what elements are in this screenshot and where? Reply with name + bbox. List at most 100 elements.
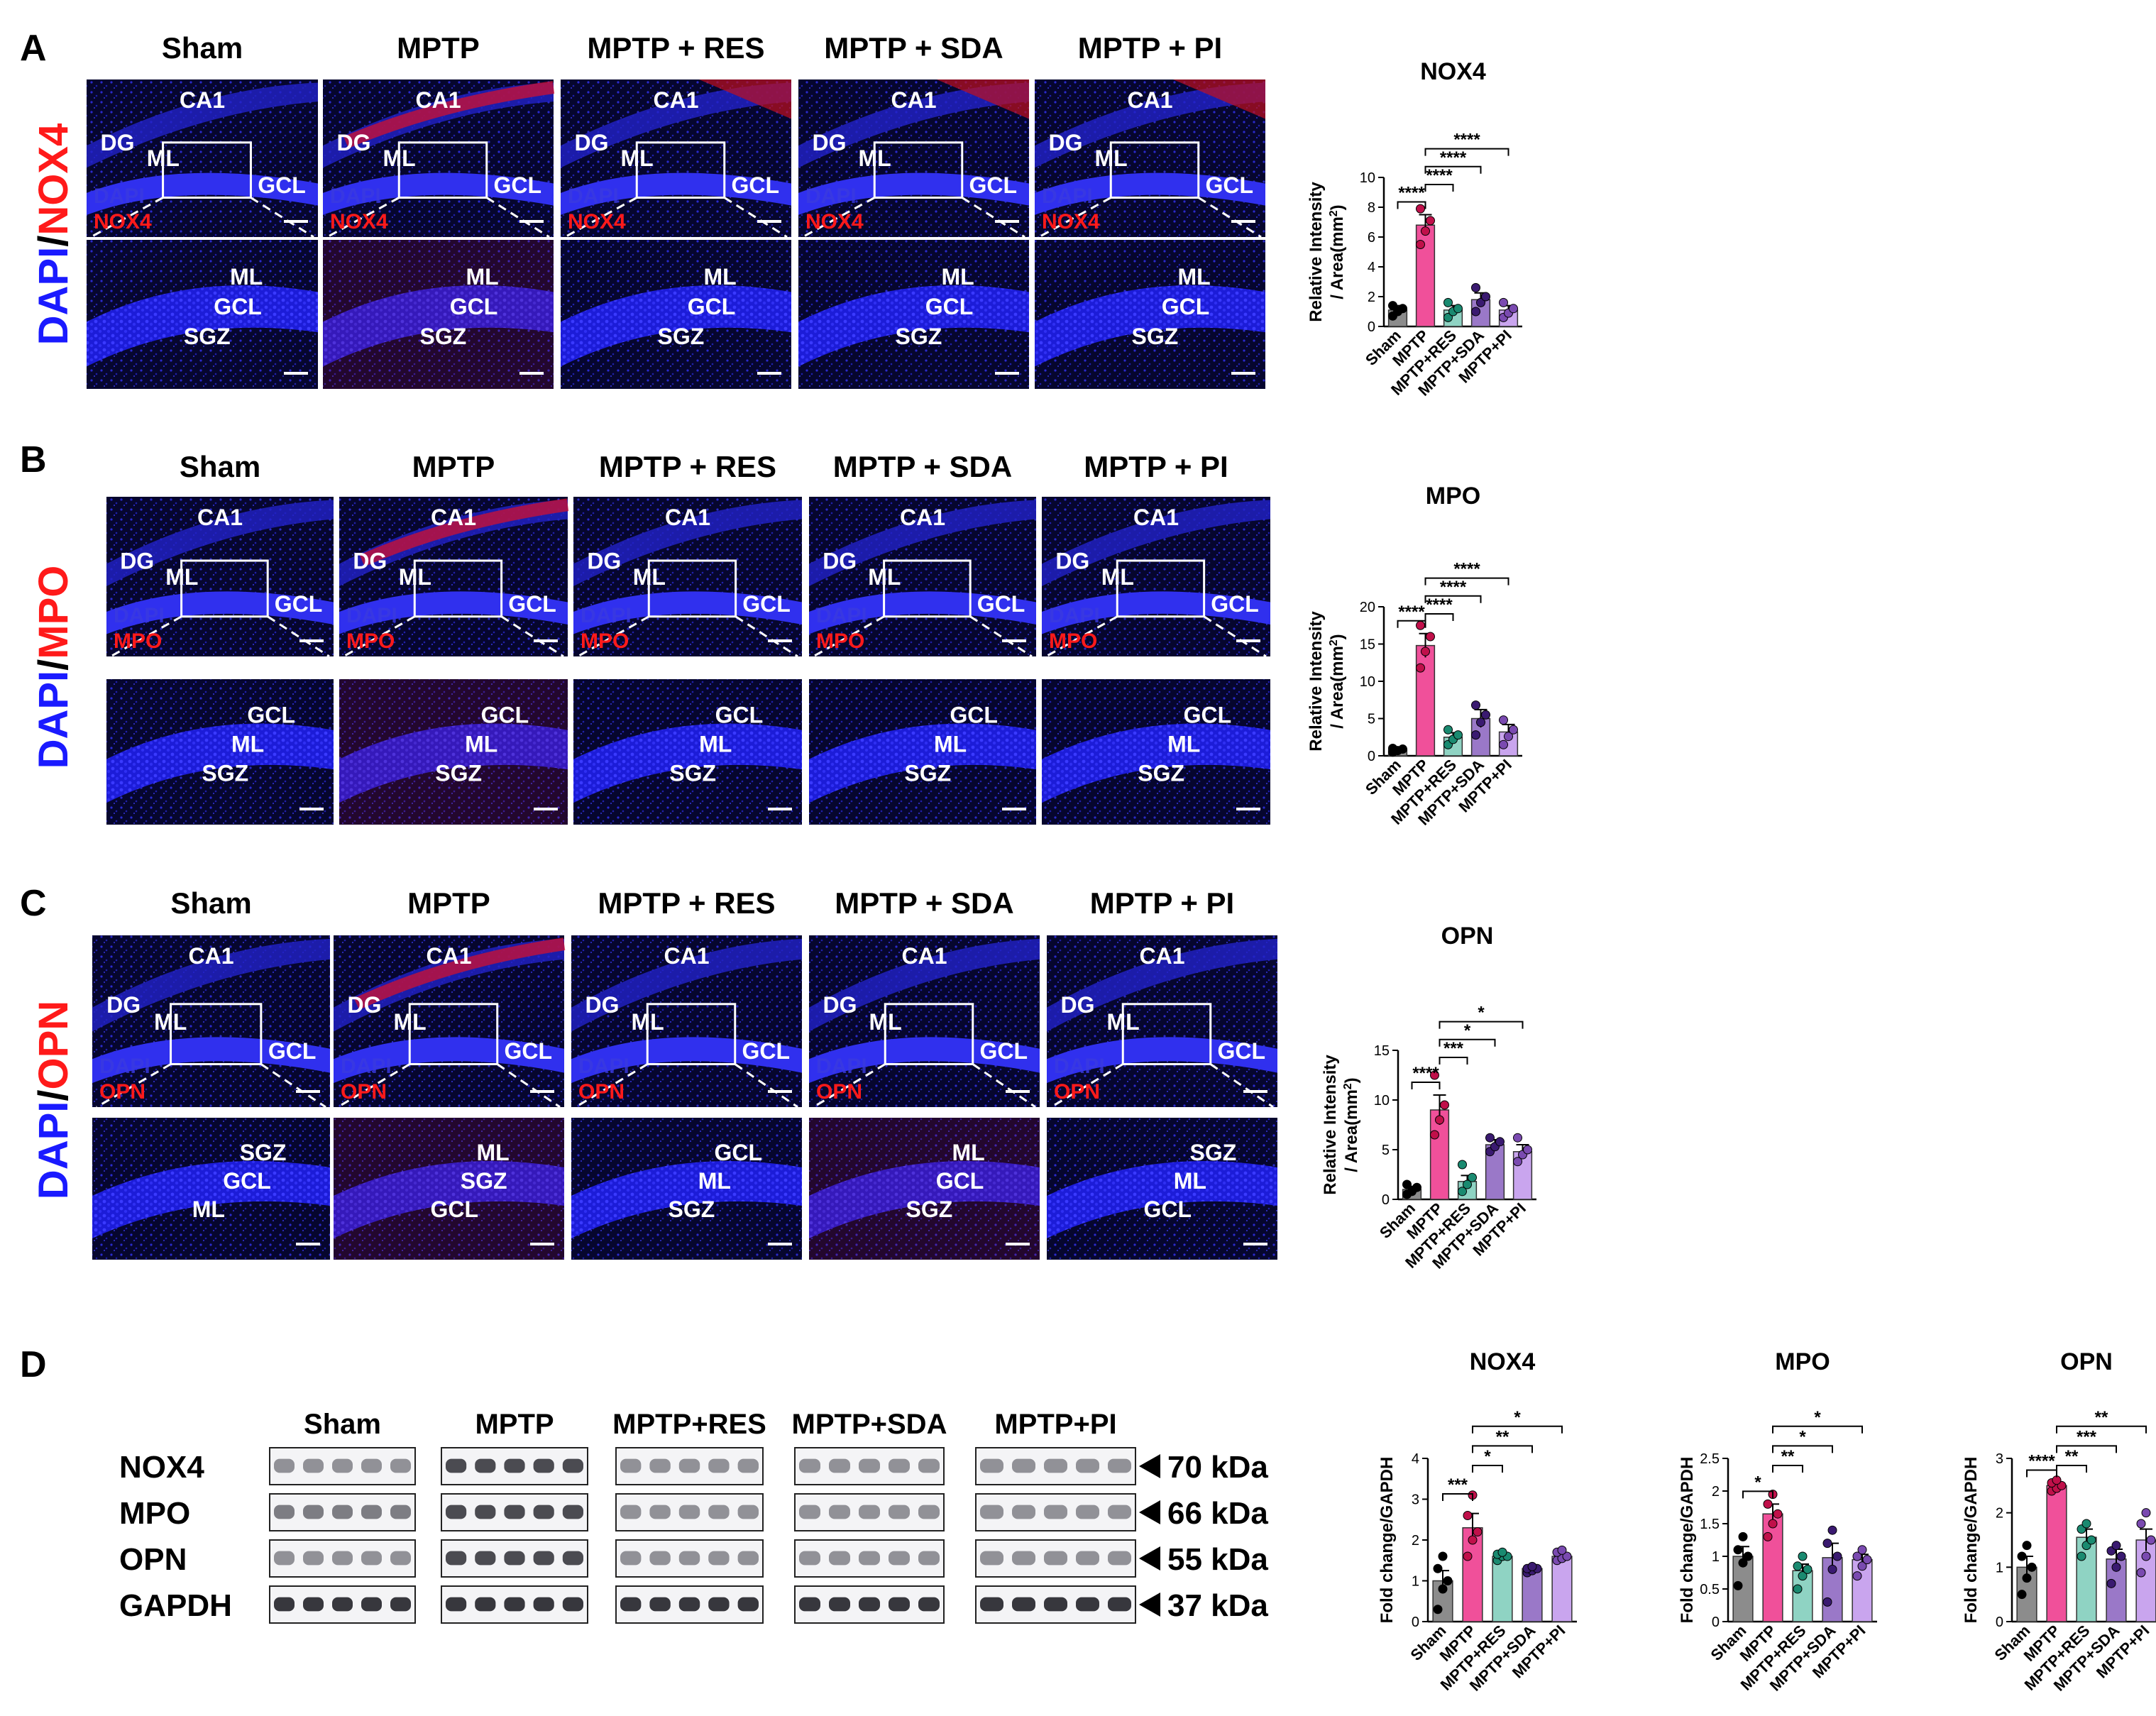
inset-label: SGZ [896, 324, 942, 349]
data-point [2017, 1590, 2027, 1600]
y-tick-label: 20 [1360, 600, 1375, 615]
channel-label-dapi: DAPI [346, 604, 397, 627]
chart-title: OPN [1441, 923, 1494, 950]
data-point [1733, 1580, 1743, 1590]
blot-strip [615, 1585, 764, 1624]
data-point [2111, 1541, 2121, 1551]
data-point [2116, 1551, 2126, 1561]
y-tick-label: 8 [1368, 200, 1375, 216]
data-point [2141, 1551, 2151, 1561]
channel-label-dapi: DAPI [99, 1055, 150, 1078]
significance-label: ** [2065, 1447, 2079, 1466]
data-point [1495, 1137, 1505, 1147]
data-point [1768, 1519, 1778, 1529]
region-label-dg: DG [106, 992, 141, 1018]
blot-row-label: NOX4 [119, 1450, 204, 1485]
molecular-weight-label: 55 kDa [1167, 1542, 1268, 1577]
channel-label-marker: NOX4 [94, 210, 152, 233]
region-label-ca1: CA1 [1127, 87, 1172, 113]
y-tick-label: 6 [1368, 230, 1375, 246]
channel-label-marker: OPN [816, 1080, 862, 1104]
data-point [1798, 1571, 1808, 1581]
blot-strip [441, 1585, 588, 1624]
inset-label: ML [477, 1140, 510, 1165]
significance-label: **** [2028, 1452, 2055, 1471]
data-point [2141, 1508, 2151, 1518]
chart-title: MPO [1775, 1348, 1830, 1375]
arrow-left-icon [1139, 1546, 1160, 1571]
region-label-dg: DG [1049, 130, 1083, 155]
y-tick-label: 2 [1712, 1484, 1720, 1500]
significance-bracket: * [1472, 1447, 1503, 1473]
significance-label: * [1814, 1408, 1821, 1427]
group-header: MPTP + SDA [833, 450, 1012, 483]
y-tick-label: 10 [1374, 1093, 1390, 1109]
y-axis-label-unit: / Area(mm2) [1328, 204, 1348, 299]
channel-label-marker: NOX4 [330, 210, 388, 233]
chart-title: NOX4 [1420, 58, 1486, 85]
significance-bracket: * [1772, 1427, 1833, 1453]
y-tick-label: 4 [1412, 1451, 1419, 1467]
data-point [2106, 1578, 2116, 1588]
data-point [1485, 1133, 1495, 1143]
data-point [2136, 1519, 2146, 1529]
significance-bracket: **** [1424, 131, 1509, 156]
stain-label: DAPI/MPO [31, 566, 77, 769]
inset-label: SGZ [669, 1197, 715, 1222]
significance-bracket: **** [1424, 148, 1482, 174]
panel-c: CDAPI/OPNShamCA1DGMLGCLDAPIOPNSGZGCLMLMP… [20, 883, 1277, 1260]
region-label-gcl: GCL [742, 591, 791, 617]
group-header: MPTP + PI [1090, 886, 1234, 920]
data-point [1443, 312, 1453, 322]
data-point [1421, 647, 1430, 656]
significance-label: **** [1426, 166, 1453, 185]
data-point [1822, 1597, 1832, 1607]
bar-mptp-sda [1522, 1568, 1543, 1622]
inset-label: ML [952, 1140, 985, 1165]
y-tick-label: 1.5 [1700, 1517, 1720, 1532]
data-point [1471, 700, 1480, 710]
data-point [1443, 1576, 1453, 1585]
region-label-ml: ML [394, 1009, 427, 1035]
data-point [1476, 297, 1485, 307]
inset-label: GCL [247, 703, 295, 728]
micrograph-inset: GCL ML SGZ [573, 679, 802, 825]
data-point [1793, 1561, 1803, 1571]
y-tick-label: 0 [1368, 749, 1375, 764]
data-point [2111, 1562, 2121, 1572]
region-label-ml: ML [399, 564, 431, 590]
significance-label: **** [1426, 595, 1453, 615]
region-label-gcl: GCL [494, 172, 542, 198]
data-point [1421, 226, 1430, 236]
y-axis-label: Relative Intensity [1307, 611, 1326, 752]
chart-ihc-nox4: NOX4 0 2 4 6 8 10 Relative Intensity / Area(mm2)… [1307, 58, 1522, 400]
blot-strip [794, 1493, 945, 1531]
data-point [1862, 1555, 1872, 1565]
region-label-ml: ML [154, 1009, 187, 1035]
molecular-weight-label: 37 kDa [1167, 1588, 1268, 1623]
data-point [1440, 1100, 1449, 1110]
inset-label: GCL [1144, 1197, 1192, 1222]
y-axis-label: Fold change/GAPDH [1377, 1457, 1397, 1624]
data-point [1416, 620, 1425, 630]
data-point [2146, 1535, 2156, 1545]
significance-bracket: **** [1424, 166, 1454, 192]
significance-label: **** [1398, 184, 1425, 203]
blot-row-label: MPO [119, 1496, 190, 1531]
blot-group-header: Sham [304, 1409, 381, 1440]
inset-label: SGZ [658, 324, 705, 349]
data-point [1513, 1157, 1522, 1167]
y-tick-label: 10 [1360, 674, 1375, 690]
blot-strip [794, 1585, 945, 1624]
data-point [1471, 282, 1480, 292]
